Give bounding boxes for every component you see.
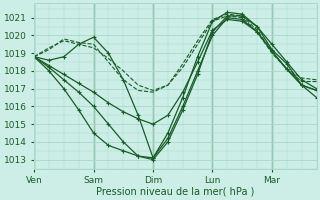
X-axis label: Pression niveau de la mer( hPa ): Pression niveau de la mer( hPa ) [96, 187, 254, 197]
